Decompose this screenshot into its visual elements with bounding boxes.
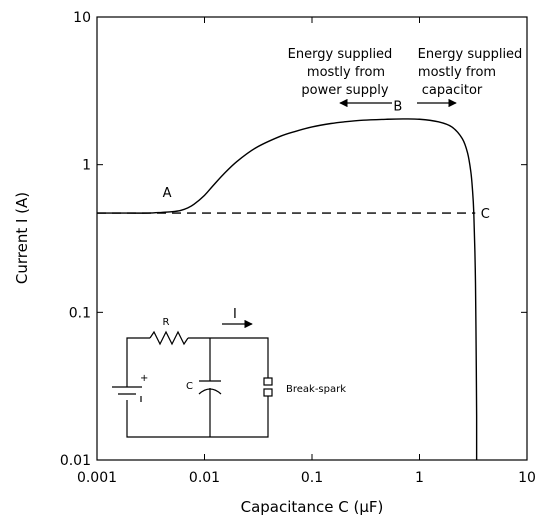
x-tick-label: 0.1: [301, 470, 323, 486]
y-tick-label: 1: [82, 158, 91, 174]
resistor-label: R: [163, 317, 170, 328]
circuit-wire-top-left: [126, 337, 150, 387]
y-tick-label: 0.1: [69, 305, 91, 321]
battery-plus-label: +: [140, 373, 148, 384]
point-labels: A B C: [163, 100, 490, 222]
y-axis-title: Current I (A): [13, 192, 31, 284]
y-tick-label: 10: [73, 10, 91, 26]
annotation-power-supply: Energy supplied mostly from power supply: [288, 47, 393, 108]
break-spark-label: Break-spark: [286, 384, 346, 395]
point-label-b: B: [393, 100, 402, 115]
y-tick-label: 0.01: [60, 453, 91, 469]
circuit-wire-top-right: [188, 337, 269, 378]
break-spark-upper: [263, 377, 273, 386]
resistor-symbol: [149, 330, 189, 346]
x-tick-label: 0.01: [189, 470, 220, 486]
x-axis-title: Capacitance C (μF): [241, 498, 384, 516]
annotation-capacitor: Energy supplied mostly from capacitor: [417, 47, 523, 108]
current-label: I: [233, 307, 237, 322]
annotation-capacitor-line-3: capacitor: [422, 83, 483, 98]
x-tick-label: 1: [415, 470, 424, 486]
current-curve: [96, 118, 478, 461]
series-group: [96, 118, 478, 461]
x-axis-ticks: 0.001 0.01 0.1 1 10: [77, 17, 536, 486]
annotation-power-line-2: mostly from: [307, 65, 385, 80]
capacitor-label: C: [186, 381, 193, 392]
y-axis-ticks: 0.01 0.1 1 10: [60, 10, 527, 469]
inset-circuit: [112, 319, 273, 438]
x-tick-label: 10: [518, 470, 536, 486]
point-label-c: C: [481, 207, 490, 222]
circuit-wire-bottom: [126, 396, 269, 438]
annotation-power-line-3: power supply: [301, 83, 388, 98]
x-tick-label: 0.001: [77, 470, 117, 486]
break-spark-lower: [263, 388, 273, 397]
annotation-power-line-1: Energy supplied: [288, 47, 393, 62]
annotation-capacitor-line-2: mostly from: [418, 65, 496, 80]
point-label-a: A: [163, 186, 172, 201]
annotation-capacitor-line-1: Energy supplied: [418, 47, 523, 62]
